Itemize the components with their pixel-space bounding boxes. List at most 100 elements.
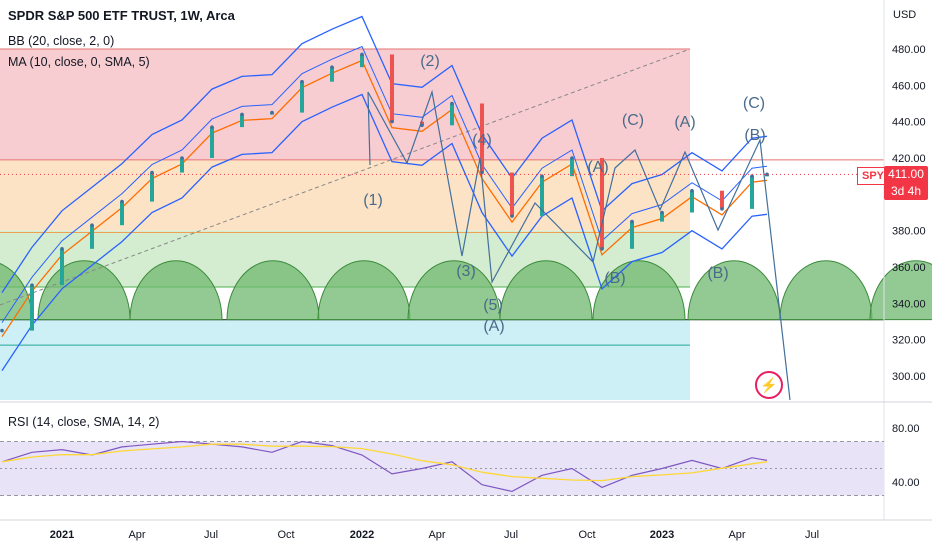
bar-countdown: 3d 4h xyxy=(890,184,922,198)
price-point-19 xyxy=(570,156,574,160)
price-point-2 xyxy=(60,247,64,251)
price-tick-1: 460.00 xyxy=(892,80,926,92)
last-price: 411.00 xyxy=(888,167,924,181)
legend-ma[interactable]: MA (10, close, 0, SMA, 5) xyxy=(8,55,150,69)
price-point-3 xyxy=(90,223,94,228)
price-point-24 xyxy=(720,207,724,211)
price-point-8 xyxy=(240,112,244,117)
candle-23 xyxy=(690,190,694,213)
time-tick-9: Apr xyxy=(728,529,745,541)
symbol-title: SPDR S&P 500 ETF TRUST, 1W, Arca xyxy=(8,8,235,23)
time-tick-0: 2021 xyxy=(50,529,74,541)
price-point-11 xyxy=(330,65,334,69)
wave-label-2: (3) xyxy=(456,263,476,280)
time-arc-2 xyxy=(129,260,223,321)
time-tick-1: Apr xyxy=(128,529,145,541)
time-arc-0 xyxy=(0,263,33,321)
price-point-1 xyxy=(30,283,34,287)
time-tick-5: Apr xyxy=(428,529,445,541)
wave-label-9: (A) xyxy=(674,114,695,131)
wave-label-11: (C) xyxy=(743,95,765,112)
price-point-4 xyxy=(120,199,124,204)
price-point-23 xyxy=(690,188,694,193)
candle-5 xyxy=(150,172,154,202)
candle-15 xyxy=(450,103,454,126)
rsi-tick-0: 80.00 xyxy=(892,423,920,435)
last-price-badge: 411.00 3d 4h xyxy=(884,166,928,200)
wave-label-8: (C) xyxy=(622,112,644,129)
legend-rsi[interactable]: RSI (14, close, SMA, 14, 2) xyxy=(8,415,160,429)
price-point-25 xyxy=(750,174,754,178)
candle-19 xyxy=(570,158,574,177)
wave-label-1: (2) xyxy=(420,53,440,70)
price-tick-0: 480.00 xyxy=(892,44,926,56)
price-point-21 xyxy=(630,219,634,224)
wave-label-7: (B) xyxy=(604,270,625,287)
price-point-15 xyxy=(450,101,454,106)
price-point-6 xyxy=(180,156,184,160)
candle-21 xyxy=(630,221,634,249)
candle-11 xyxy=(330,67,334,82)
time-tick-6: Jul xyxy=(504,529,518,541)
wave-label-5: (A) xyxy=(483,318,504,335)
candle-2 xyxy=(60,248,64,286)
candle-18 xyxy=(540,176,544,217)
price-point-9 xyxy=(270,110,274,115)
ticker-tag: SPY xyxy=(857,167,890,185)
candle-20 xyxy=(600,158,604,249)
price-tick-8: 320.00 xyxy=(892,335,926,347)
rsi-ma-line xyxy=(1,443,768,482)
price-point-0 xyxy=(0,328,4,333)
price-tick-7: 340.00 xyxy=(892,298,926,310)
candle-6 xyxy=(180,158,184,173)
time-arc-4 xyxy=(317,260,411,321)
wave-label-0: (1) xyxy=(363,192,383,209)
price-point-17 xyxy=(510,214,514,218)
rsi-tick-1: 40.00 xyxy=(892,477,920,489)
candle-24 xyxy=(720,190,724,209)
time-arc-10 xyxy=(869,260,932,321)
candle-8 xyxy=(240,114,244,128)
candle-25 xyxy=(750,176,754,209)
candle-3 xyxy=(90,225,94,249)
price-tick-2: 440.00 xyxy=(892,117,926,129)
time-arc-8 xyxy=(687,260,781,321)
currency-label: USD xyxy=(893,9,917,21)
wave-label-10: (B) xyxy=(707,265,728,282)
price-point-22 xyxy=(660,210,664,215)
candle-4 xyxy=(120,201,124,226)
time-tick-3: Oct xyxy=(277,529,294,541)
candle-22 xyxy=(660,212,664,222)
wave-label-3: (4) xyxy=(472,132,492,149)
time-tick-2: Jul xyxy=(204,529,218,541)
time-tick-8: 2023 xyxy=(650,529,674,541)
candle-16 xyxy=(480,103,484,173)
rsi-line xyxy=(1,440,768,493)
time-tick-7: Oct xyxy=(578,529,595,541)
price-tick-3: 420.00 xyxy=(892,153,926,165)
price-point-7 xyxy=(210,125,214,129)
price-tick-5: 380.00 xyxy=(892,226,926,238)
time-tick-4: 2022 xyxy=(350,529,374,541)
candle-12 xyxy=(360,54,364,68)
fib-band-cyan xyxy=(0,319,690,400)
price-point-13 xyxy=(390,119,394,124)
wave-label-4: (5) xyxy=(483,297,503,314)
time-arc-9 xyxy=(779,260,873,321)
lightning-alert-icon[interactable]: ⚡ xyxy=(755,371,783,399)
legend-bb[interactable]: BB (20, close, 2, 0) xyxy=(8,34,115,48)
time-arc-6 xyxy=(499,260,593,321)
elliott-wave-path xyxy=(367,89,791,401)
bb-lower-line xyxy=(1,93,768,371)
ma-line xyxy=(1,59,768,337)
trend-line-dashed xyxy=(0,48,691,306)
price-point-5 xyxy=(150,170,154,175)
time-tick-10: Jul xyxy=(805,529,819,541)
candle-1 xyxy=(30,285,34,331)
candle-7 xyxy=(210,127,214,158)
time-arc-3 xyxy=(226,260,320,321)
price-tick-6: 360.00 xyxy=(892,262,926,274)
legend-title: SPDR S&P 500 ETF TRUST, 1W, Arca xyxy=(8,8,235,23)
